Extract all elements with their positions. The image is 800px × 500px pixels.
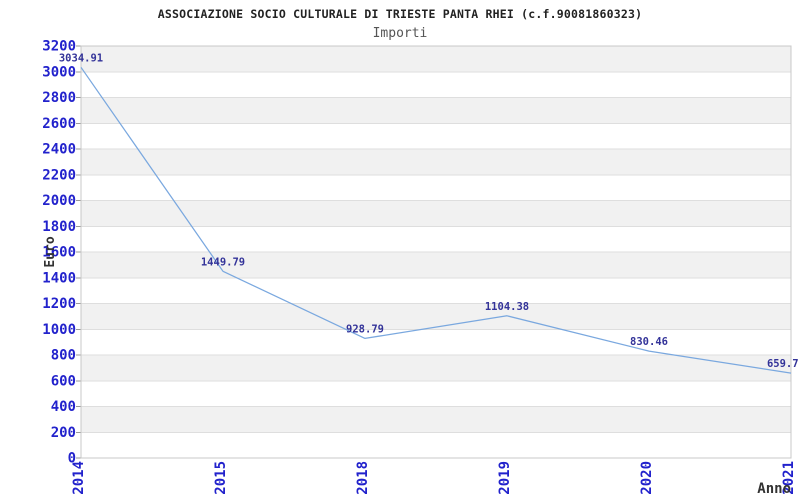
- data-point-label: 928.79: [346, 323, 384, 335]
- y-tick-label: 200: [51, 425, 76, 441]
- plot-band: [81, 406, 791, 433]
- plot-band: [81, 252, 791, 278]
- plot-band: [81, 123, 791, 149]
- plot-band: [81, 226, 791, 252]
- plot-band: [81, 200, 791, 227]
- plot-bands: [81, 46, 791, 458]
- x-tick-label: 2020: [639, 461, 655, 495]
- y-tick-label: 600: [51, 373, 76, 389]
- plot-band: [81, 380, 791, 407]
- y-tick-label: 0: [68, 451, 76, 467]
- plot-band: [81, 432, 791, 458]
- y-tick-label: 3200: [42, 39, 76, 55]
- data-point-label: 659.7: [767, 358, 799, 370]
- data-point-label: 1449.79: [201, 256, 245, 268]
- y-tick-label: 3000: [42, 64, 76, 80]
- plot-band: [81, 149, 791, 175]
- plot-band: [81, 46, 791, 72]
- gridlines: [81, 71, 791, 433]
- x-tick-label: 2018: [355, 461, 371, 495]
- chart-title: ASSOCIAZIONE SOCIO CULTURALE DI TRIESTE …: [157, 7, 643, 21]
- data-point-labels: 3034.91 1449.79 928.79 1104.38 830.46 659.7: [59, 52, 799, 370]
- x-tick-label: 2014: [71, 461, 87, 495]
- data-point-label: 1104.38: [485, 301, 529, 313]
- y-tick-label: 2200: [42, 167, 76, 183]
- y-tick-label: 1200: [42, 296, 76, 312]
- y-tick-label: 1600: [42, 245, 76, 261]
- y-axis-title: Euro: [43, 236, 58, 267]
- y-tick-label: 2400: [42, 142, 76, 158]
- x-tick-label: 2015: [213, 461, 229, 495]
- axis-ticks: [76, 45, 81, 459]
- plot-band: [81, 174, 791, 201]
- y-tick-labels: 0 200 400 600 800 1000 1200 1400 1600 1800 2000 220…: [42, 39, 76, 467]
- plot-band: [81, 329, 791, 355]
- x-axis-title: Anno: [757, 481, 791, 497]
- y-tick-label: 1400: [42, 270, 76, 286]
- plot-band: [81, 97, 791, 124]
- y-tick-label: 400: [51, 399, 76, 415]
- y-tick-label: 2800: [42, 90, 76, 106]
- plot-band: [81, 355, 791, 381]
- y-tick-label: 1000: [42, 322, 76, 338]
- x-tick-label: 2019: [497, 461, 513, 495]
- plot-band: [81, 277, 791, 304]
- chart-subtitle: Importi: [372, 26, 428, 41]
- y-tick-label: 1800: [42, 219, 76, 235]
- series-line: [80, 66, 792, 374]
- y-tick-label: 800: [51, 348, 76, 364]
- plot-band: [81, 71, 791, 98]
- plot-band: [81, 303, 791, 330]
- data-point-label: 3034.91: [59, 52, 103, 64]
- y-tick-label: 2600: [42, 116, 76, 132]
- x-tick-label: 2021: [781, 461, 797, 495]
- x-tick-labels: 2014 2015 2018 2019 2020 2021: [71, 461, 797, 495]
- y-tick-label: 2000: [42, 193, 76, 209]
- plot-border: [80, 45, 792, 459]
- data-point-label: 830.46: [630, 336, 668, 348]
